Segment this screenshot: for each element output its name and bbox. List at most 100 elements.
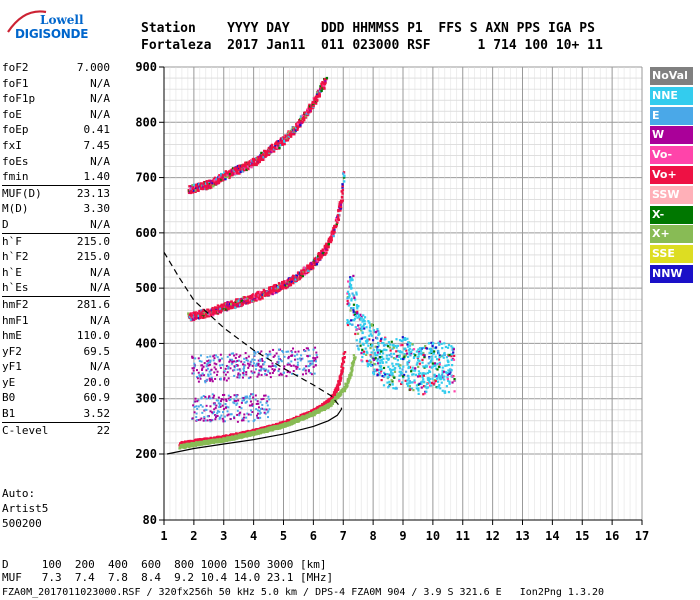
- trace-echo: [315, 91, 319, 94]
- trace-echo: [287, 136, 290, 140]
- clutter-echo: [245, 357, 248, 360]
- spread-echo: [387, 386, 390, 389]
- trace-echo: [325, 242, 328, 246]
- trace-echo: [340, 190, 343, 193]
- spread-echo: [374, 331, 377, 334]
- clutter-echo: [191, 417, 194, 420]
- trace-echo: [212, 312, 215, 315]
- trace-echo: [335, 224, 338, 227]
- spread-echo: [398, 374, 401, 377]
- spread-echo: [349, 283, 352, 287]
- spread-echo: [370, 334, 374, 337]
- clutter-echo: [212, 359, 215, 362]
- clutter-echo: [310, 373, 313, 376]
- trace-echo: [300, 271, 304, 274]
- clutter-echo: [213, 403, 216, 406]
- trace-echo: [197, 189, 200, 192]
- clutter-echo: [199, 354, 202, 357]
- header-values: Fortaleza 2017 Jan11 011 023000 RSF 1 71…: [141, 38, 603, 53]
- spread-echo: [420, 386, 423, 389]
- spread-echo: [399, 370, 403, 374]
- spread-echo: [445, 356, 449, 359]
- clutter-echo: [291, 351, 294, 354]
- trace-echo: [249, 431, 252, 435]
- clutter-echo: [267, 410, 270, 413]
- clutter-echo: [257, 372, 260, 375]
- clutter-echo: [223, 377, 226, 380]
- clutter-echo: [243, 367, 246, 370]
- trace-echo: [252, 299, 255, 303]
- spread-echo: [385, 354, 388, 357]
- trace-echo: [316, 405, 319, 409]
- clutter-echo: [243, 413, 246, 416]
- trace-echo: [255, 295, 259, 298]
- trace-echo: [244, 166, 247, 169]
- clutter-echo: [252, 350, 255, 353]
- clutter-echo: [203, 362, 206, 365]
- spread-echo: [367, 344, 370, 347]
- clutter-echo: [235, 399, 238, 402]
- clutter-echo: [219, 353, 222, 356]
- spread-echo: [451, 375, 454, 378]
- spread-echo: [371, 339, 375, 342]
- spread-echo: [347, 296, 350, 299]
- clutter-echo: [233, 366, 236, 369]
- clutter-echo: [257, 402, 260, 405]
- clutter-echo: [253, 354, 256, 357]
- logo-arc-icon: [7, 10, 47, 33]
- trace-echo: [199, 182, 203, 185]
- clutter-echo: [258, 369, 261, 372]
- trace-echo: [191, 191, 195, 194]
- spread-echo: [368, 334, 371, 337]
- spread-echo: [450, 353, 453, 356]
- clutter-echo: [193, 366, 196, 369]
- trace-echo: [188, 313, 192, 316]
- trace-echo: [208, 185, 212, 189]
- trace-echo: [188, 189, 191, 193]
- clutter-echo: [233, 398, 236, 401]
- spread-echo: [355, 291, 358, 294]
- spread-echo: [365, 353, 368, 356]
- spread-echo: [441, 354, 444, 357]
- trace-echo: [205, 180, 208, 183]
- clutter-echo: [222, 411, 225, 414]
- clutter-echo: [196, 377, 199, 380]
- trace-echo: [323, 405, 326, 408]
- clutter-echo: [241, 376, 244, 379]
- clutter-echo: [217, 402, 220, 405]
- clutter-echo: [283, 355, 286, 358]
- trace-echo: [236, 172, 240, 175]
- trace-echo: [240, 299, 243, 303]
- trace-echo: [194, 311, 198, 314]
- spread-echo: [390, 340, 393, 343]
- clutter-echo: [224, 403, 227, 406]
- clutter-echo: [264, 412, 267, 415]
- clutter-echo: [193, 405, 196, 408]
- trace-echo: [303, 266, 306, 269]
- spread-echo: [371, 371, 375, 374]
- spread-echo: [397, 364, 401, 368]
- trace-echo: [194, 314, 197, 317]
- clutter-echo: [288, 363, 291, 366]
- spread-echo: [362, 336, 365, 339]
- spread-echo: [439, 378, 442, 381]
- clutter-echo: [209, 410, 212, 413]
- trace-echo: [273, 291, 276, 295]
- spread-echo: [391, 374, 394, 377]
- y-tick-label: 80: [143, 513, 157, 527]
- trace-echo: [260, 295, 264, 298]
- clutter-echo: [242, 419, 245, 422]
- clutter-echo: [299, 359, 302, 362]
- spread-echo: [408, 359, 411, 362]
- clutter-echo: [278, 368, 281, 371]
- clutter-echo: [214, 418, 217, 421]
- spread-echo: [416, 356, 419, 359]
- clutter-echo: [227, 394, 230, 397]
- trace-echo: [312, 101, 315, 105]
- clutter-echo: [262, 397, 265, 400]
- clutter-echo: [223, 415, 226, 418]
- spread-echo: [370, 323, 373, 326]
- trace-echo: [229, 433, 233, 436]
- spread-echo: [415, 387, 418, 390]
- trace-echo: [331, 402, 335, 405]
